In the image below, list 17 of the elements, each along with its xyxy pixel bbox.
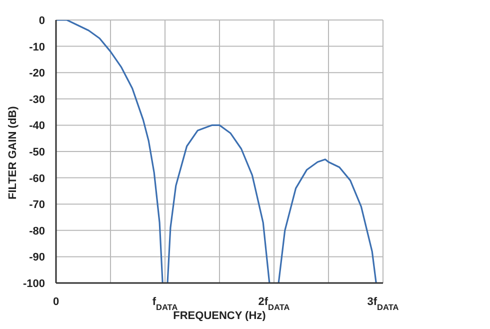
y-tick-label: 0 (38, 15, 45, 27)
y-tick-label: -30 (29, 94, 45, 106)
y-tick-label: -10 (29, 41, 45, 54)
y-axis-title: FILTER GAIN (dB) (6, 106, 19, 200)
y-tick-label: -70 (29, 199, 45, 212)
y-tick-label: -60 (29, 172, 45, 185)
y-tick-label: -50 (29, 146, 45, 158)
x-tick-label: 0 (52, 296, 60, 308)
y-tick-label: -100 (22, 278, 45, 290)
x-axis-title: FREQUENCY (Hz) (173, 310, 266, 322)
x-tick-label: f$_{DATA}$ (152, 296, 178, 312)
y-tick-label: -90 (29, 252, 45, 264)
x-tick-label: 2f$_{DATA}$ (258, 296, 290, 312)
y-tick-label: -40 (29, 120, 45, 132)
x-tick-label: 3f$_{DATA}$ (367, 296, 399, 312)
y-tick-label: -20 (29, 68, 45, 80)
y-tick-label: -80 (29, 225, 45, 238)
